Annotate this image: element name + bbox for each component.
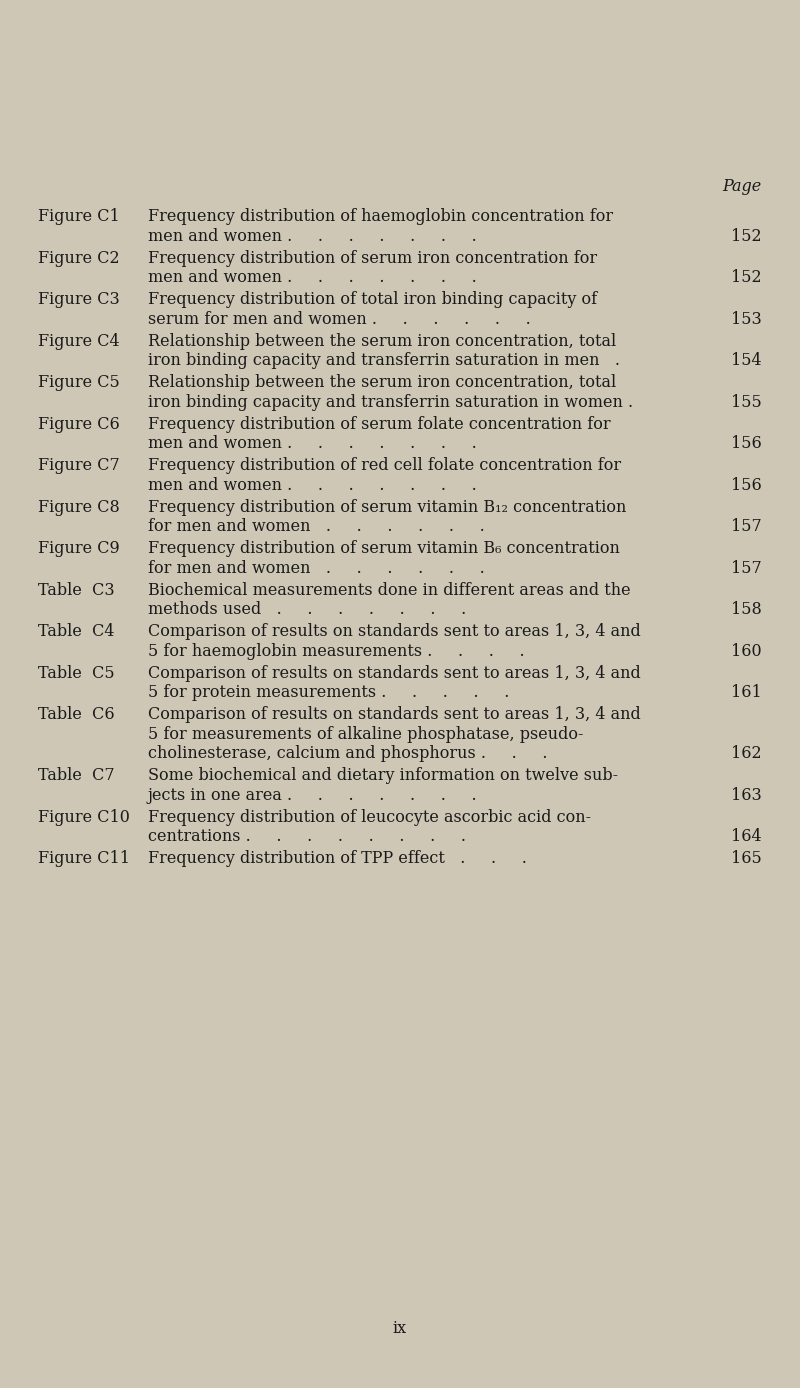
Text: Frequency distribution of TPP effect   .     .     .: Frequency distribution of TPP effect . .…: [148, 849, 527, 868]
Text: Frequency distribution of total iron binding capacity of: Frequency distribution of total iron bin…: [148, 291, 597, 308]
Text: Figure C7: Figure C7: [38, 457, 120, 473]
Text: Table  C6: Table C6: [38, 706, 114, 723]
Text: Frequency distribution of leucocyte ascorbic acid con-: Frequency distribution of leucocyte asco…: [148, 808, 591, 826]
Text: Figure C8: Figure C8: [38, 498, 120, 515]
Text: iron binding capacity and transferrin saturation in men   .: iron binding capacity and transferrin sa…: [148, 353, 620, 369]
Text: men and women .     .     .     .     .     .     .: men and women . . . . . . .: [148, 269, 477, 286]
Text: Figure C4: Figure C4: [38, 333, 120, 350]
Text: 5 for haemoglobin measurements .     .     .     .: 5 for haemoglobin measurements . . . .: [148, 643, 525, 659]
Text: Figure C10: Figure C10: [38, 808, 130, 826]
Text: 161: 161: [731, 684, 762, 701]
Text: 156: 156: [731, 476, 762, 494]
Text: 152: 152: [731, 228, 762, 244]
Text: Table  C4: Table C4: [38, 623, 114, 640]
Text: Figure C3: Figure C3: [38, 291, 120, 308]
Text: Table  C3: Table C3: [38, 582, 114, 598]
Text: Frequency distribution of haemoglobin concentration for: Frequency distribution of haemoglobin co…: [148, 208, 613, 225]
Text: Table  C7: Table C7: [38, 768, 114, 784]
Text: 157: 157: [731, 518, 762, 534]
Text: Figure C2: Figure C2: [38, 250, 120, 266]
Text: 156: 156: [731, 434, 762, 452]
Text: Figure C5: Figure C5: [38, 373, 120, 391]
Text: men and women .     .     .     .     .     .     .: men and women . . . . . . .: [148, 476, 477, 494]
Text: 160: 160: [731, 643, 762, 659]
Text: Figure C11: Figure C11: [38, 849, 130, 868]
Text: men and women .     .     .     .     .     .     .: men and women . . . . . . .: [148, 228, 477, 244]
Text: Table  C5: Table C5: [38, 665, 114, 682]
Text: Frequency distribution of serum folate concentration for: Frequency distribution of serum folate c…: [148, 415, 610, 433]
Text: 5 for measurements of alkaline phosphatase, pseudo-: 5 for measurements of alkaline phosphata…: [148, 726, 583, 743]
Text: Frequency distribution of red cell folate concentration for: Frequency distribution of red cell folat…: [148, 457, 621, 473]
Text: 157: 157: [731, 559, 762, 576]
Text: Comparison of results on standards sent to areas 1, 3, 4 and: Comparison of results on standards sent …: [148, 623, 641, 640]
Text: serum for men and women .     .     .     .     .     .: serum for men and women . . . . . .: [148, 311, 530, 328]
Text: ix: ix: [393, 1320, 407, 1337]
Text: Figure C9: Figure C9: [38, 540, 120, 557]
Text: 152: 152: [731, 269, 762, 286]
Text: Comparison of results on standards sent to areas 1, 3, 4 and: Comparison of results on standards sent …: [148, 665, 641, 682]
Text: Frequency distribution of serum vitamin B₆ concentration: Frequency distribution of serum vitamin …: [148, 540, 620, 557]
Text: Some biochemical and dietary information on twelve sub-: Some biochemical and dietary information…: [148, 768, 618, 784]
Text: centrations .     .     .     .     .     .     .     .: centrations . . . . . . . .: [148, 829, 466, 845]
Text: men and women .     .     .     .     .     .     .: men and women . . . . . . .: [148, 434, 477, 452]
Text: 165: 165: [731, 849, 762, 868]
Text: 162: 162: [731, 745, 762, 762]
Text: jects in one area .     .     .     .     .     .     .: jects in one area . . . . . . .: [148, 787, 478, 804]
Text: 153: 153: [731, 311, 762, 328]
Text: for men and women   .     .     .     .     .     .: for men and women . . . . . .: [148, 559, 485, 576]
Text: Relationship between the serum iron concentration, total: Relationship between the serum iron conc…: [148, 333, 616, 350]
Text: 163: 163: [731, 787, 762, 804]
Text: Frequency distribution of serum vitamin B₁₂ concentration: Frequency distribution of serum vitamin …: [148, 498, 626, 515]
Text: 164: 164: [731, 829, 762, 845]
Text: Biochemical measurements done in different areas and the: Biochemical measurements done in differe…: [148, 582, 630, 598]
Text: 158: 158: [731, 601, 762, 618]
Text: 154: 154: [731, 353, 762, 369]
Text: 5 for protein measurements .     .     .     .     .: 5 for protein measurements . . . . .: [148, 684, 510, 701]
Text: cholinesterase, calcium and phosphorus .     .     .: cholinesterase, calcium and phosphorus .…: [148, 745, 547, 762]
Text: Comparison of results on standards sent to areas 1, 3, 4 and: Comparison of results on standards sent …: [148, 706, 641, 723]
Text: iron binding capacity and transferrin saturation in women .: iron binding capacity and transferrin sa…: [148, 394, 633, 411]
Text: Relationship between the serum iron concentration, total: Relationship between the serum iron conc…: [148, 373, 616, 391]
Text: 155: 155: [731, 394, 762, 411]
Text: methods used   .     .     .     .     .     .     .: methods used . . . . . . .: [148, 601, 466, 618]
Text: Figure C1: Figure C1: [38, 208, 120, 225]
Text: for men and women   .     .     .     .     .     .: for men and women . . . . . .: [148, 518, 485, 534]
Text: Page: Page: [722, 178, 762, 194]
Text: Frequency distribution of serum iron concentration for: Frequency distribution of serum iron con…: [148, 250, 597, 266]
Text: Figure C6: Figure C6: [38, 415, 120, 433]
